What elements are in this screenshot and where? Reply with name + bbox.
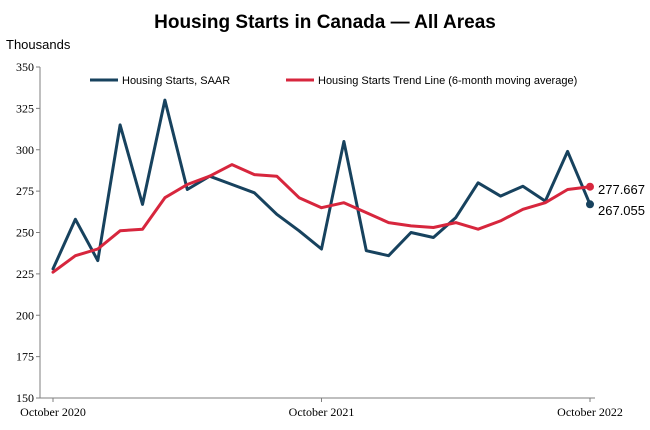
x-tick-label: October 2022 [557, 405, 623, 419]
end-label-trend: 277.667 [598, 182, 645, 197]
series-line-housing-starts-end-point [586, 200, 594, 209]
legend-label-starts: Housing Starts, SAAR [122, 75, 230, 87]
chart-title: Housing Starts in Canada — All Areas [154, 12, 496, 33]
y-tick-label: 150 [16, 391, 34, 405]
y-tick-label: 250 [16, 226, 34, 240]
x-tick-label: October 2021 [289, 405, 355, 419]
legend: Housing Starts, SAAR Housing Starts Tren… [90, 75, 577, 87]
y-tick-label: 200 [16, 308, 34, 322]
y-axis-unit-label: Thousands [6, 37, 71, 52]
series-line-housing-starts [51, 98, 592, 271]
series-layer [51, 98, 594, 274]
series-line-trend [51, 163, 592, 274]
y-tick-label: 300 [16, 143, 34, 157]
y-tick-label: 325 [16, 101, 34, 115]
axes [36, 66, 595, 402]
y-tick-label: 350 [16, 60, 34, 74]
legend-label-trend: Housing Starts Trend Line (6-month movin… [318, 75, 577, 87]
x-tick-labels: October 2020 October 2021 October 2022 [20, 405, 623, 419]
y-tick-labels: 150 175 200 225 250 275 300 325 350 [16, 60, 34, 405]
series-line-trend-end-point [586, 182, 594, 191]
x-tick-label: October 2020 [20, 405, 86, 419]
y-tick-label: 175 [16, 350, 34, 364]
end-label-starts: 267.055 [598, 203, 645, 218]
y-tick-label: 275 [16, 184, 34, 198]
y-tick-label: 225 [16, 267, 34, 281]
